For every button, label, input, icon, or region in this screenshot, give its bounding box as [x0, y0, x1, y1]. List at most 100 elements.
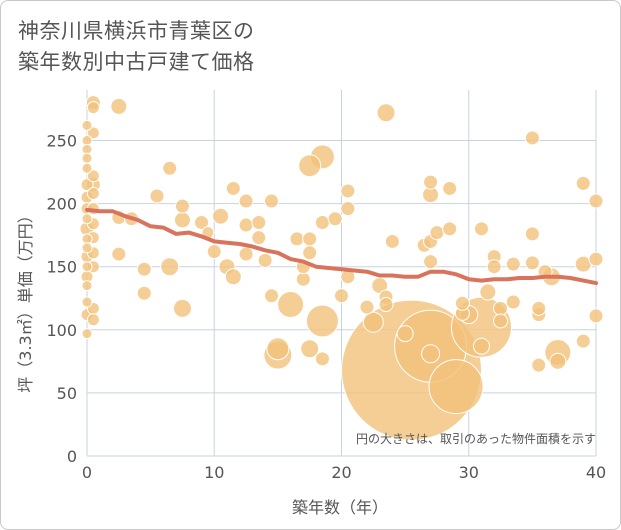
data-bubble [549, 352, 567, 370]
data-bubble [524, 130, 540, 146]
data-bubble [238, 246, 254, 262]
x-tick-label: 40 [586, 463, 606, 482]
data-bubble [86, 169, 100, 183]
data-bubble [327, 211, 343, 227]
data-bubble [251, 230, 267, 246]
data-bubble [472, 337, 490, 355]
x-tick-label: 10 [204, 463, 224, 482]
data-bubble [289, 231, 305, 247]
data-bubble [160, 257, 180, 277]
y-tick-labels: 0 50 100 150 200 250 [46, 131, 77, 466]
x-axis-label: 築年数（年） [292, 498, 388, 517]
chart-title-line1: 神奈川県横浜市青葉区の [18, 19, 255, 43]
chart-title-line2: 築年数別中古戸建て価格 [18, 50, 255, 74]
size-legend-note: 円の大きさは、取引のあった物件面積を示す [356, 431, 596, 446]
data-bubble [173, 211, 191, 229]
y-tick-label: 0 [67, 447, 77, 466]
data-bubble [588, 193, 604, 209]
trend-line [85, 207, 598, 286]
data-bubble [194, 215, 210, 231]
data-bubble [172, 298, 192, 318]
y-tick-label: 100 [46, 321, 77, 340]
data-bubble [340, 201, 356, 217]
data-bubble [257, 252, 273, 268]
data-bubble [314, 351, 330, 367]
data-bubble [531, 300, 547, 316]
data-bubble [212, 207, 230, 225]
data-bubble [505, 294, 521, 310]
data-bubble [376, 103, 396, 123]
data-bubble [588, 251, 604, 267]
data-bubble [396, 325, 414, 343]
data-bubble [295, 271, 311, 287]
data-bubble [86, 101, 100, 115]
data-bubble [81, 261, 93, 273]
data-bubble [428, 359, 484, 415]
data-bubble [429, 225, 445, 241]
data-bubble [575, 175, 591, 191]
y-axis-label: 坪（3.3㎡）単価（万円） [16, 207, 35, 392]
data-bubble [264, 193, 280, 209]
data-bubble [81, 296, 93, 308]
data-bubble [359, 299, 375, 315]
data-bubble [149, 188, 165, 204]
data-bubble [81, 213, 93, 225]
data-bubble [473, 221, 489, 237]
data-bubble [136, 261, 152, 277]
data-bubble [302, 231, 318, 247]
data-bubble [340, 183, 356, 199]
chart-title: 神奈川県横浜市青葉区の 築年数別中古戸建て価格 [18, 16, 255, 78]
x-tick-label: 20 [331, 463, 351, 482]
x-tick-label: 0 [82, 463, 92, 482]
data-bubble [302, 245, 318, 261]
data-bubble [378, 297, 394, 313]
data-bubble [524, 255, 540, 271]
data-bubble [225, 180, 241, 196]
x-tick-label: 30 [459, 463, 479, 482]
data-bubble [524, 226, 540, 242]
y-tick-label: 150 [46, 258, 77, 277]
data-bubble [81, 328, 93, 340]
x-tick-labels: 0 10 20 30 40 [82, 463, 606, 482]
data-bubble [305, 304, 339, 338]
data-bubble [266, 337, 290, 361]
y-tick-label: 200 [46, 195, 77, 214]
data-bubble [238, 193, 254, 209]
data-bubble [298, 154, 322, 178]
data-bubble [575, 333, 591, 349]
data-bubble [442, 180, 458, 196]
data-bubble [86, 186, 100, 200]
data-bubble [80, 178, 94, 192]
data-bubble [454, 295, 470, 311]
data-bubble [206, 244, 222, 260]
y-tick-label: 50 [57, 384, 77, 403]
data-bubble [314, 215, 330, 231]
data-bubble [493, 300, 509, 316]
data-bubble [384, 233, 400, 249]
data-bubble [264, 288, 280, 304]
data-bubble [531, 357, 547, 373]
data-bubble [110, 97, 128, 115]
data-bubble [423, 254, 439, 270]
data-bubble [81, 119, 93, 131]
data-bubble [251, 215, 267, 231]
data-bubble [81, 242, 93, 254]
data-bubble [423, 174, 439, 190]
data-bubble [81, 280, 93, 292]
data-bubble [174, 198, 190, 214]
data-bubble [86, 313, 100, 327]
data-bubble [334, 288, 349, 304]
data-bubble [162, 160, 178, 176]
data-bubble [81, 162, 93, 174]
data-bubble [421, 344, 441, 364]
data-bubble [136, 285, 152, 301]
data-bubble [588, 308, 604, 324]
data-bubble [86, 126, 100, 140]
data-bubble [238, 217, 254, 233]
data-bubble [442, 221, 458, 237]
bubble-layer [79, 95, 604, 441]
y-tick-label: 250 [46, 131, 77, 150]
data-bubble [111, 246, 127, 262]
data-bubble [486, 259, 502, 275]
data-bubble [224, 268, 242, 286]
